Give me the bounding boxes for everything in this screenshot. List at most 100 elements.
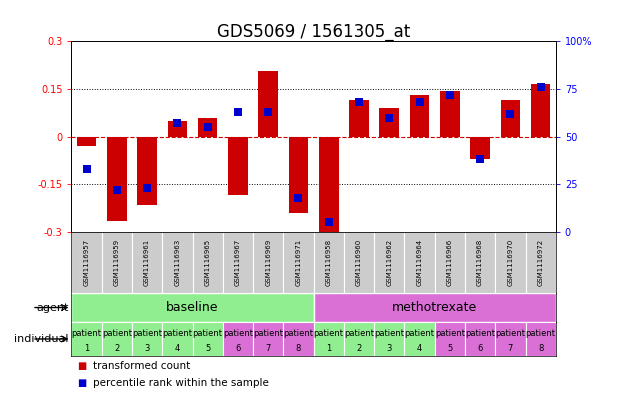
Text: GSM1116972: GSM1116972 [538, 239, 543, 286]
Text: 7: 7 [508, 344, 513, 353]
Bar [193, 232, 223, 293]
Text: patient: patient [253, 329, 283, 338]
Text: GSM1116966: GSM1116966 [447, 239, 453, 286]
Point [142, 185, 152, 191]
Bar [132, 322, 162, 356]
Text: 5: 5 [447, 344, 453, 353]
Bar [162, 232, 193, 293]
Point [263, 108, 273, 115]
Bar [77, 136, 96, 146]
Point [81, 166, 91, 172]
Bar [314, 293, 556, 321]
Text: patient: patient [283, 329, 314, 338]
Bar [107, 136, 127, 221]
Bar [465, 322, 495, 356]
Text: GSM1116971: GSM1116971 [296, 239, 301, 286]
Point [202, 124, 212, 130]
Bar [314, 232, 344, 293]
Text: patient: patient [162, 329, 193, 338]
Text: percentile rank within the sample: percentile rank within the sample [93, 378, 269, 388]
Text: patient: patient [223, 329, 253, 338]
Text: patient: patient [132, 329, 162, 338]
Text: GSM1116964: GSM1116964 [417, 239, 422, 286]
Bar [283, 232, 314, 293]
Bar [435, 322, 465, 356]
Bar [374, 322, 404, 356]
Text: 2: 2 [356, 344, 361, 353]
Bar [344, 232, 374, 293]
Point [112, 187, 122, 193]
Title: GDS5069 / 1561305_at: GDS5069 / 1561305_at [217, 23, 410, 41]
Bar [495, 322, 525, 356]
Text: patient: patient [71, 329, 102, 338]
Text: GSM1116961: GSM1116961 [144, 239, 150, 286]
Text: GSM1116965: GSM1116965 [205, 239, 211, 286]
Point [324, 219, 333, 226]
Bar [470, 136, 490, 159]
Text: ■: ■ [78, 378, 87, 388]
Bar [253, 322, 283, 356]
Text: patient: patient [344, 329, 374, 338]
Bar [344, 322, 374, 356]
Text: patient: patient [465, 329, 495, 338]
Bar [223, 322, 253, 356]
Text: 3: 3 [387, 344, 392, 353]
Bar [289, 136, 308, 213]
Bar [501, 100, 520, 136]
Text: 1: 1 [84, 344, 89, 353]
Point [415, 99, 425, 105]
Text: GSM1116960: GSM1116960 [356, 239, 362, 286]
Text: transformed count: transformed count [93, 360, 191, 371]
Text: GSM1116967: GSM1116967 [235, 239, 241, 286]
Bar [404, 232, 435, 293]
Bar [168, 121, 187, 136]
Bar [228, 136, 248, 195]
Text: GSM1116962: GSM1116962 [386, 239, 392, 286]
Bar [349, 100, 369, 136]
Text: patient: patient [496, 329, 525, 338]
Point [505, 110, 515, 117]
Bar [283, 322, 314, 356]
Text: 8: 8 [538, 344, 543, 353]
Point [445, 92, 455, 98]
Bar [137, 136, 157, 205]
Point [233, 108, 243, 115]
Bar [198, 118, 217, 136]
Bar [525, 322, 556, 356]
Bar [253, 232, 283, 293]
Text: patient: patient [193, 329, 223, 338]
Bar [71, 322, 102, 356]
Bar [102, 322, 132, 356]
Text: 4: 4 [175, 344, 180, 353]
Text: patient: patient [404, 329, 435, 338]
Text: ■: ■ [78, 360, 87, 371]
Bar [404, 322, 435, 356]
Text: 5: 5 [205, 344, 211, 353]
Point [536, 84, 546, 90]
Text: 7: 7 [266, 344, 271, 353]
Text: 4: 4 [417, 344, 422, 353]
Bar [102, 232, 132, 293]
Bar [71, 232, 102, 293]
Text: 2: 2 [114, 344, 119, 353]
Bar [525, 232, 556, 293]
Bar [71, 293, 314, 321]
Bar [410, 95, 429, 136]
Text: patient: patient [314, 329, 344, 338]
Bar [223, 232, 253, 293]
Text: patient: patient [374, 329, 404, 338]
Bar [435, 232, 465, 293]
Bar [495, 232, 525, 293]
Bar [465, 232, 495, 293]
Text: GSM1116958: GSM1116958 [326, 239, 332, 286]
Bar [319, 136, 338, 232]
Text: patient: patient [102, 329, 132, 338]
Text: 6: 6 [235, 344, 240, 353]
Point [384, 114, 394, 121]
Text: GSM1116969: GSM1116969 [265, 239, 271, 286]
Text: patient: patient [525, 329, 556, 338]
Bar [374, 232, 404, 293]
Text: 1: 1 [326, 344, 332, 353]
Point [475, 156, 485, 163]
Text: GSM1116970: GSM1116970 [507, 239, 514, 286]
